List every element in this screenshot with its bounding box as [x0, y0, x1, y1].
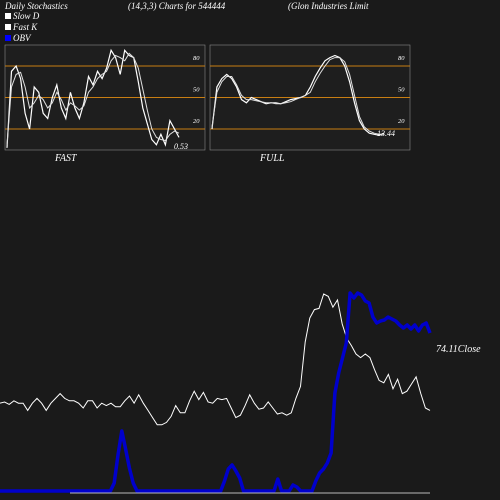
legend-swatch-slow-d	[5, 13, 11, 19]
full-series-d	[211, 57, 384, 135]
fast-series-d	[6, 52, 180, 145]
fast-last-value-label: 0.53	[174, 142, 188, 151]
fast-tick-50: 50	[193, 87, 200, 94]
full-last-value-label: 13.44	[377, 129, 395, 138]
legend-swatch-obv	[5, 35, 11, 41]
fast-tick-20: 20	[193, 118, 200, 125]
legend: Slow D Fast K OBV	[5, 11, 40, 43]
fast-panel-label: FAST	[54, 153, 78, 164]
legend-label-fast-k: Fast K	[12, 22, 38, 32]
full-stochastic-panel: 20 50 80 13.44	[209, 44, 411, 151]
legend-label-obv: OBV	[13, 33, 32, 43]
full-tick-20: 20	[398, 118, 405, 125]
full-tick-80: 80	[398, 55, 405, 62]
company-name: (Glon Industries Limit	[288, 1, 369, 11]
fast-series-k	[6, 48, 180, 148]
close-price-line	[0, 293, 431, 426]
legend-swatch-fast-k	[5, 24, 11, 30]
fast-stochastic-panel: 20 50 80 0.53	[4, 44, 206, 151]
obv-line	[0, 291, 432, 493]
full-panel-label: FULL	[259, 153, 285, 164]
fast-tick-80: 80	[193, 55, 200, 62]
full-tick-50: 50	[398, 87, 405, 94]
legend-label-slow-d: Slow D	[13, 11, 40, 21]
chart-params: (14,3,3) Charts for 544444	[128, 1, 226, 11]
close-value-label: 74.11Close	[436, 344, 481, 355]
chart-title: Daily Stochastics	[4, 1, 68, 11]
price-obv-panel: 74.11Close	[0, 291, 481, 494]
